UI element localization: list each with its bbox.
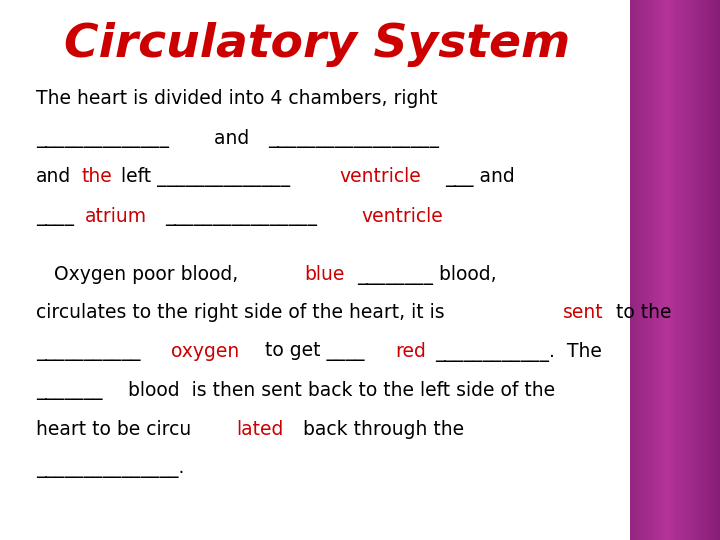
Bar [684,0,685,540]
Text: Circulatory System: Circulatory System [63,22,570,66]
Text: ventricle: ventricle [361,207,443,226]
Text: ____________.  The: ____________. The [435,342,602,362]
Text: and: and [207,129,255,147]
Bar [634,0,636,540]
Bar [642,0,644,540]
Text: back through the: back through the [297,420,464,439]
Bar [716,0,718,540]
Text: blue: blue [305,265,345,284]
Bar [640,0,642,540]
Text: Oxygen poor blood,: Oxygen poor blood, [36,265,244,284]
Bar [636,0,638,540]
Bar [703,0,704,540]
Bar [696,0,698,540]
Bar [660,0,662,540]
Text: ________ blood,: ________ blood, [357,265,496,285]
Bar [670,0,672,540]
Bar [658,0,660,540]
Text: _______________.: _______________. [36,459,184,478]
Bar [644,0,646,540]
Bar [639,0,640,540]
Bar [676,0,678,540]
Bar [665,0,666,540]
Text: to the: to the [616,303,671,322]
Bar [714,0,716,540]
Bar [706,0,708,540]
Bar [674,0,675,540]
Text: atrium: atrium [85,207,147,226]
Bar [656,0,657,540]
Text: _______: _______ [36,381,102,400]
Text: The heart is divided into 4 chambers, right: The heart is divided into 4 chambers, ri… [36,89,438,108]
Bar [630,0,631,540]
Bar [650,0,652,540]
Text: heart to be circu: heart to be circu [36,420,192,439]
Bar [711,0,712,540]
Text: and: and [36,167,71,186]
Bar [667,0,668,540]
Bar [701,0,702,540]
Bar [672,0,674,540]
Bar [704,0,706,540]
Bar [638,0,639,540]
Bar [678,0,680,540]
Bar [631,0,632,540]
Bar [718,0,719,540]
Text: red: red [395,342,426,361]
Text: oxygen: oxygen [171,342,239,361]
Bar [686,0,688,540]
Bar [685,0,686,540]
Text: to get ____: to get ____ [259,342,364,361]
Text: ____: ____ [36,207,74,226]
Bar [683,0,684,540]
Bar [688,0,690,540]
Bar [708,0,710,540]
Bar [694,0,696,540]
Text: left ______________: left ______________ [121,167,290,187]
Bar [712,0,714,540]
Bar [680,0,682,540]
Bar [698,0,700,540]
Bar [675,0,676,540]
Bar [652,0,654,540]
Bar [692,0,693,540]
Text: sent: sent [563,303,604,322]
Bar [646,0,647,540]
Bar [693,0,694,540]
Text: __________________: __________________ [269,129,440,147]
Text: lated: lated [236,420,284,439]
Bar [657,0,658,540]
Text: ___________: ___________ [36,342,140,361]
Bar [649,0,650,540]
Text: ______________: ______________ [36,129,169,147]
Bar [719,0,720,540]
Bar [648,0,649,540]
Text: ventricle: ventricle [339,167,421,186]
Bar [632,0,634,540]
Bar [702,0,703,540]
Bar [690,0,692,540]
Bar [682,0,683,540]
Text: ________________: ________________ [165,207,318,226]
Bar [664,0,665,540]
Bar [700,0,701,540]
Text: circulates to the right side of the heart, it is: circulates to the right side of the hear… [36,303,445,322]
Text: blood  is then sent back to the left side of the: blood is then sent back to the left side… [122,381,555,400]
Text: the: the [81,167,112,186]
Bar [666,0,667,540]
Bar [668,0,670,540]
Bar [710,0,711,540]
Bar [654,0,656,540]
Text: ___ and: ___ and [445,167,515,187]
Bar [647,0,648,540]
Bar [662,0,664,540]
